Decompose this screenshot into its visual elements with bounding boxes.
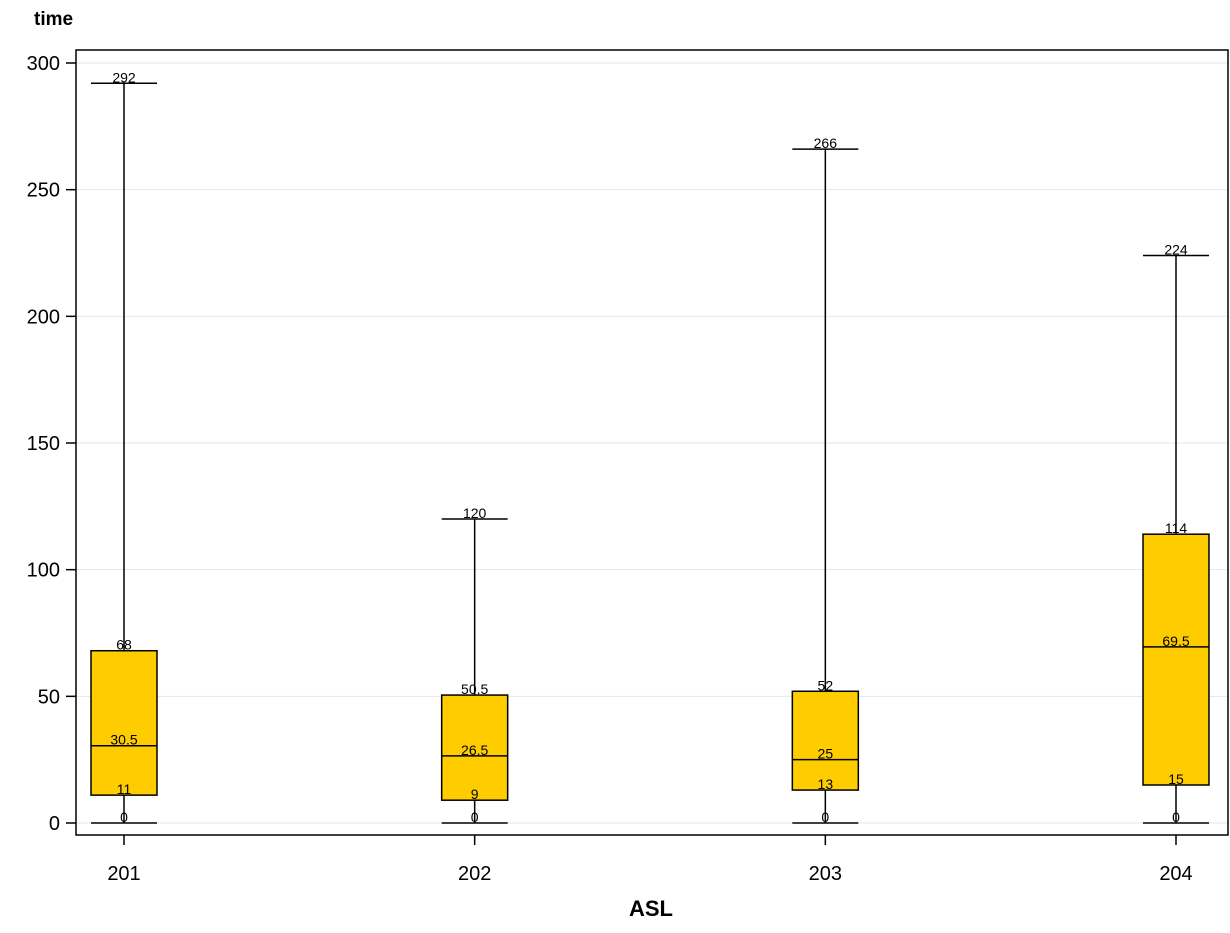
- y-tick-label: 150: [27, 433, 60, 455]
- iqr-box: [791, 690, 860, 791]
- min-label: 0: [821, 809, 829, 825]
- box-201: 292 68 30.5 11 0: [90, 69, 158, 825]
- y-axis-label: time: [34, 9, 73, 30]
- min-label: 0: [471, 809, 479, 825]
- median-label: 26.5: [461, 742, 488, 758]
- x-tick-label: 203: [809, 863, 842, 885]
- x-tick-label: 204: [1159, 863, 1192, 885]
- q1-label: 11: [117, 781, 132, 797]
- median-label: 25: [818, 746, 834, 762]
- max-label: 224: [1164, 242, 1188, 258]
- iqr-box: [90, 649, 158, 796]
- max-label: 120: [463, 505, 487, 521]
- y-axis: 0 50 100 150 200 250 300: [27, 53, 76, 835]
- x-axis-label: ASL: [629, 896, 673, 921]
- min-label: 0: [1172, 809, 1180, 825]
- box-202: 120 50.5 26.5 9 0: [440, 505, 509, 825]
- q1-label: 9: [471, 786, 479, 802]
- box-series: 292 68 30.5 11 0 120 50.5 26.5 9 0 266 52 25 13 0 224 11…: [90, 69, 1210, 825]
- y-tick-label: 100: [27, 560, 60, 582]
- q3-label: 114: [1165, 520, 1188, 536]
- x-tick-label: 201: [107, 863, 140, 885]
- y-tick-label: 200: [27, 306, 60, 328]
- y-tick-label: 0: [49, 813, 60, 835]
- box-204: 224 114 69.5 15 0: [1142, 242, 1210, 825]
- q3-label: 52: [818, 677, 834, 693]
- box-203: 266 52 25 13 0: [791, 135, 860, 825]
- max-label: 292: [112, 69, 136, 85]
- y-tick-label: 50: [38, 686, 60, 708]
- iqr-box: [1142, 533, 1210, 786]
- y-tick-label: 300: [27, 53, 60, 75]
- q3-label: 50.5: [461, 681, 488, 697]
- x-tick-label: 202: [458, 863, 491, 885]
- gridlines: [76, 62, 1228, 824]
- median-label: 30.5: [110, 732, 137, 748]
- median-label: 69.5: [1162, 633, 1189, 649]
- y-tick-label: 250: [27, 180, 60, 202]
- max-label: 266: [814, 135, 838, 151]
- q3-label: 68: [116, 637, 132, 653]
- min-label: 0: [120, 809, 128, 825]
- iqr-box: [440, 694, 509, 801]
- q1-label: 15: [1168, 771, 1184, 787]
- q1-label: 13: [818, 776, 834, 792]
- x-axis: 201 202 203 204: [107, 835, 1193, 885]
